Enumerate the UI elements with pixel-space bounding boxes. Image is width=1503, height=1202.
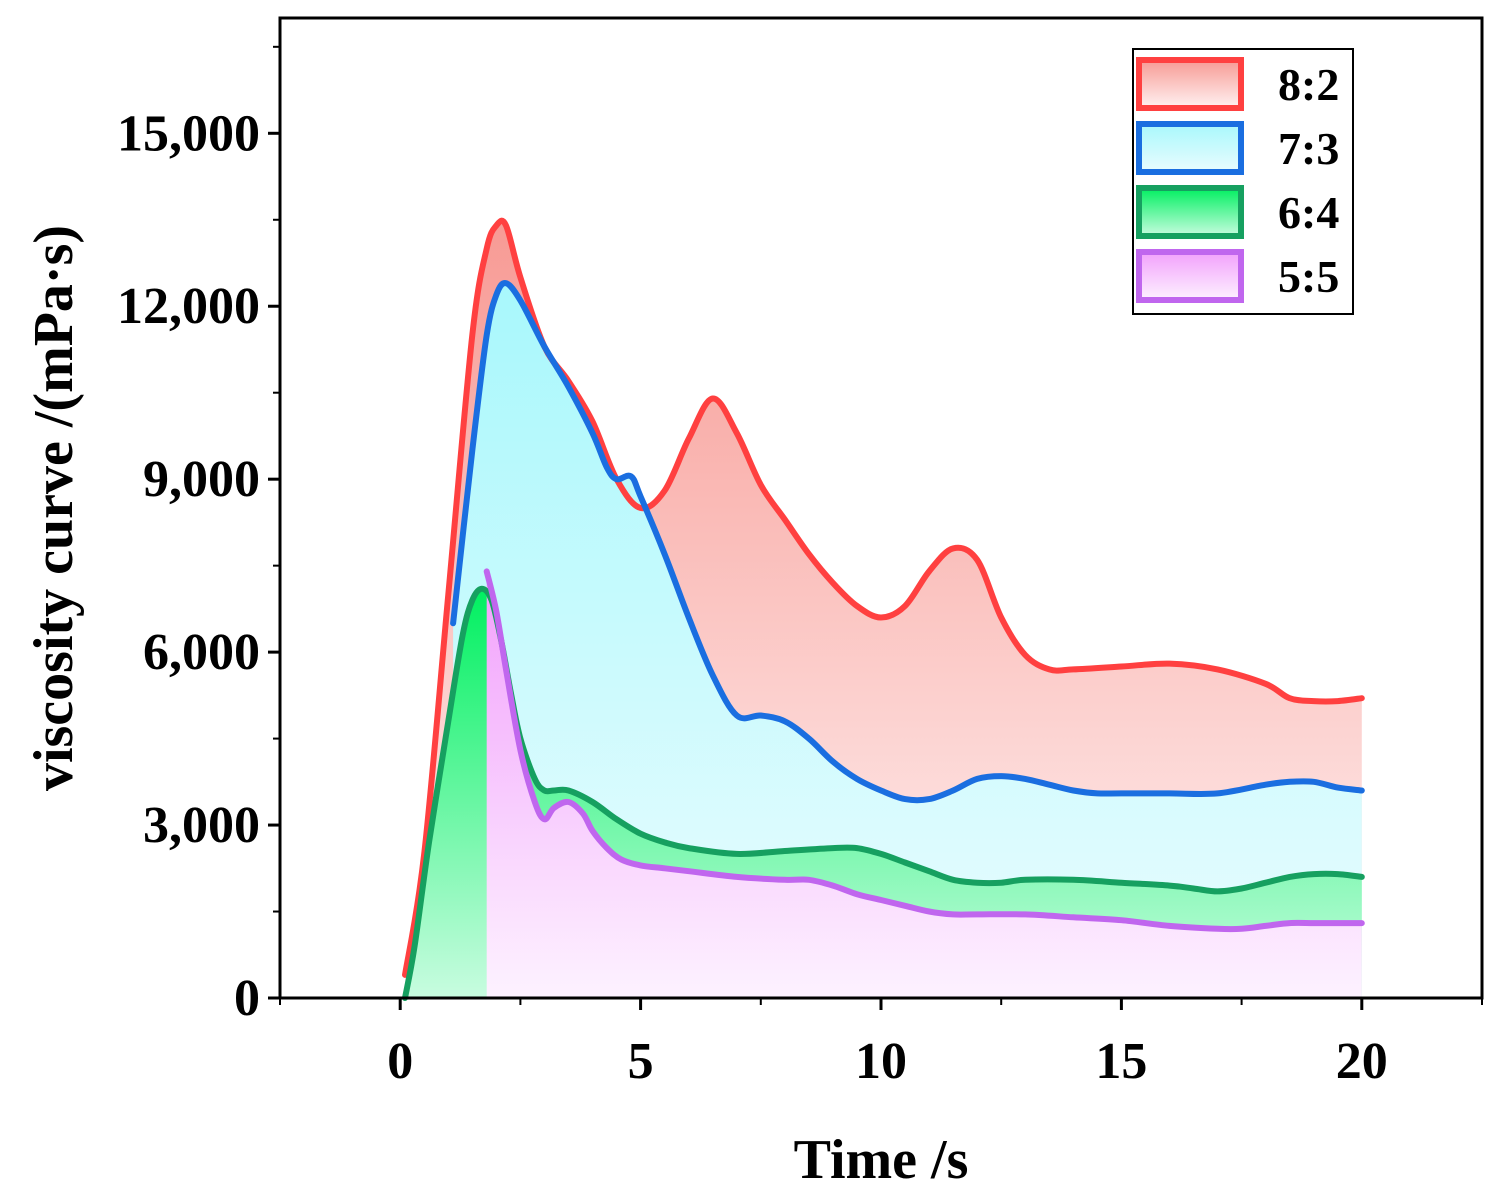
legend-swatch-6-4 <box>1136 185 1244 239</box>
x-tick-label: 0 <box>387 1033 413 1090</box>
legend-label-8-2: 8:2 <box>1278 59 1339 110</box>
y-tick-label: 3,000 <box>143 797 260 854</box>
y-axis-title: viscosity curve /(mPa·s) <box>23 225 85 791</box>
legend-swatch-5-5 <box>1136 249 1244 303</box>
series-lines <box>402 217 1365 1001</box>
y-tick-label: 9,000 <box>143 451 260 508</box>
legend: 8:2 7:3 6:4 5:5 <box>1132 48 1354 315</box>
x-tick-label: 5 <box>628 1033 654 1090</box>
legend-label-5-5: 5:5 <box>1278 251 1339 302</box>
area-5-5 <box>486 571 1362 998</box>
line-6-4 <box>402 585 1365 1001</box>
x-tick-label: 10 <box>855 1033 907 1090</box>
y-tick-label: 12,000 <box>117 278 260 335</box>
legend-label-6-4: 6:4 <box>1278 187 1339 238</box>
x-tick-label: 20 <box>1336 1033 1388 1090</box>
y-tick-label: 6,000 <box>143 624 260 681</box>
line-5-5 <box>483 568 1365 933</box>
line-8-2 <box>402 217 1365 978</box>
area-7-3 <box>453 283 1362 998</box>
area-fills <box>405 220 1362 999</box>
legend-label-7-3: 7:3 <box>1278 123 1339 174</box>
legend-swatch-7-3 <box>1136 121 1244 175</box>
legend-swatch-8-2 <box>1136 57 1244 111</box>
y-tick-label: 15,000 <box>117 105 260 162</box>
x-axis-title: Time /s <box>794 1129 969 1191</box>
x-tick-label: 15 <box>1095 1033 1147 1090</box>
axes: 0 3,000 6,000 9,000 12,000 15,000 0 5 10 15 20 <box>117 45 1483 1090</box>
line-7-3 <box>450 280 1365 804</box>
y-tick-label: 0 <box>234 970 260 1027</box>
